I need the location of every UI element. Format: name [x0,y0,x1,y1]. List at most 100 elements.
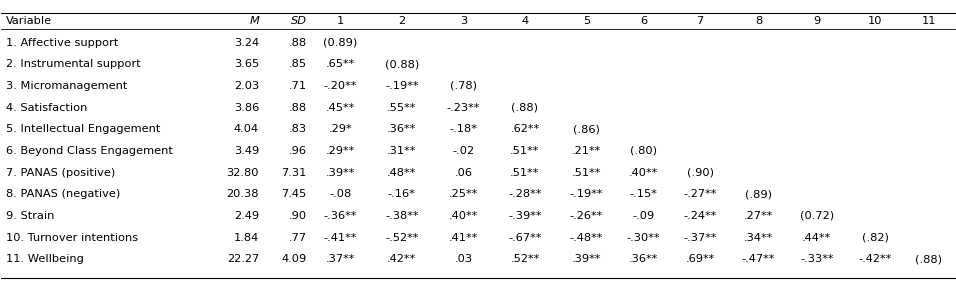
Text: (.88): (.88) [511,102,538,113]
Text: 7.31: 7.31 [281,168,307,178]
Text: 2.03: 2.03 [234,81,259,91]
Text: .44**: .44** [802,233,832,243]
Text: 20.38: 20.38 [227,189,259,199]
Text: 9. Strain: 9. Strain [6,211,54,221]
Text: .51**: .51** [511,146,539,156]
Text: .40**: .40** [629,168,658,178]
Text: .55**: .55** [387,102,417,113]
Text: -.38**: -.38** [385,211,419,221]
Text: 7: 7 [697,16,704,26]
Text: 2: 2 [398,16,405,26]
Text: -.67**: -.67** [509,233,542,243]
Text: .96: .96 [289,146,307,156]
Text: 1: 1 [337,16,344,26]
Text: 7.45: 7.45 [281,189,307,199]
Text: -.23**: -.23** [446,102,480,113]
Text: .90: .90 [289,211,307,221]
Text: .36**: .36** [387,124,417,134]
Text: 5: 5 [583,16,590,26]
Text: 5. Intellectual Engagement: 5. Intellectual Engagement [6,124,161,134]
Text: 7. PANAS (positive): 7. PANAS (positive) [6,168,116,178]
Text: 1.84: 1.84 [234,233,259,243]
Text: 2. Instrumental support: 2. Instrumental support [6,59,141,69]
Text: .21**: .21** [572,146,601,156]
Text: .34**: .34** [744,233,773,243]
Text: .65**: .65** [325,59,355,69]
Text: .62**: .62** [511,124,539,134]
Text: .71: .71 [289,81,307,91]
Text: .88: .88 [289,102,307,113]
Text: -.20**: -.20** [323,81,357,91]
Text: 3.86: 3.86 [234,102,259,113]
Text: .27**: .27** [744,211,773,221]
Text: 2.49: 2.49 [234,211,259,221]
Text: -.27**: -.27** [684,189,717,199]
Text: 4: 4 [521,16,529,26]
Text: .36**: .36** [629,254,658,264]
Text: (.88): (.88) [915,254,942,264]
Text: .40**: .40** [448,211,478,221]
Text: .42**: .42** [387,254,416,264]
Text: M: M [250,16,259,26]
Text: -.19**: -.19** [570,189,603,199]
Text: (.78): (.78) [450,81,477,91]
Text: 3. Micromanagement: 3. Micromanagement [6,81,127,91]
Text: .88: .88 [289,38,307,47]
Text: .45**: .45** [325,102,355,113]
Text: .51**: .51** [511,168,539,178]
Text: 4. Satisfaction: 4. Satisfaction [6,102,88,113]
Text: SD: SD [291,16,307,26]
Text: 11. Wellbeing: 11. Wellbeing [6,254,84,264]
Text: 9: 9 [814,16,820,26]
Text: -.47**: -.47** [742,254,775,264]
Text: -.30**: -.30** [626,233,660,243]
Text: 6. Beyond Class Engagement: 6. Beyond Class Engagement [6,146,173,156]
Text: 3.49: 3.49 [234,146,259,156]
Text: (.80): (.80) [630,146,657,156]
Text: .37**: .37** [325,254,355,264]
Text: .25**: .25** [448,189,478,199]
Text: -.52**: -.52** [385,233,419,243]
Text: (.82): (.82) [861,233,888,243]
Text: -.37**: -.37** [684,233,717,243]
Text: (0.89): (0.89) [323,38,358,47]
Text: (0.72): (0.72) [799,211,834,221]
Text: .41**: .41** [448,233,478,243]
Text: 8. PANAS (negative): 8. PANAS (negative) [6,189,120,199]
Text: 6: 6 [640,16,647,26]
Text: (.89): (.89) [745,189,772,199]
Text: .39**: .39** [325,168,355,178]
Text: .69**: .69** [685,254,715,264]
Text: 8: 8 [755,16,762,26]
Text: -.24**: -.24** [684,211,717,221]
Text: (.90): (.90) [686,168,714,178]
Text: .77: .77 [289,233,307,243]
Text: -.39**: -.39** [509,211,542,221]
Text: (.86): (.86) [573,124,600,134]
Text: -.33**: -.33** [800,254,834,264]
Text: -.41**: -.41** [323,233,357,243]
Text: -.18*: -.18* [449,124,477,134]
Text: .83: .83 [289,124,307,134]
Text: .06: .06 [454,168,472,178]
Text: 3.24: 3.24 [234,38,259,47]
Text: .85: .85 [289,59,307,69]
Text: -.28**: -.28** [509,189,542,199]
Text: .39**: .39** [572,254,601,264]
Text: Variable: Variable [6,16,53,26]
Text: -.48**: -.48** [570,233,603,243]
Text: 3: 3 [460,16,467,26]
Text: .48**: .48** [387,168,417,178]
Text: .52**: .52** [511,254,539,264]
Text: (0.88): (0.88) [384,59,419,69]
Text: -.19**: -.19** [385,81,419,91]
Text: -.15*: -.15* [629,189,658,199]
Text: 10: 10 [868,16,882,26]
Text: -.08: -.08 [329,189,351,199]
Text: -.36**: -.36** [323,211,357,221]
Text: 1. Affective support: 1. Affective support [6,38,119,47]
Text: -.09: -.09 [632,211,655,221]
Text: 10. Turnover intentions: 10. Turnover intentions [6,233,139,243]
Text: -.02: -.02 [452,146,474,156]
Text: 22.27: 22.27 [227,254,259,264]
